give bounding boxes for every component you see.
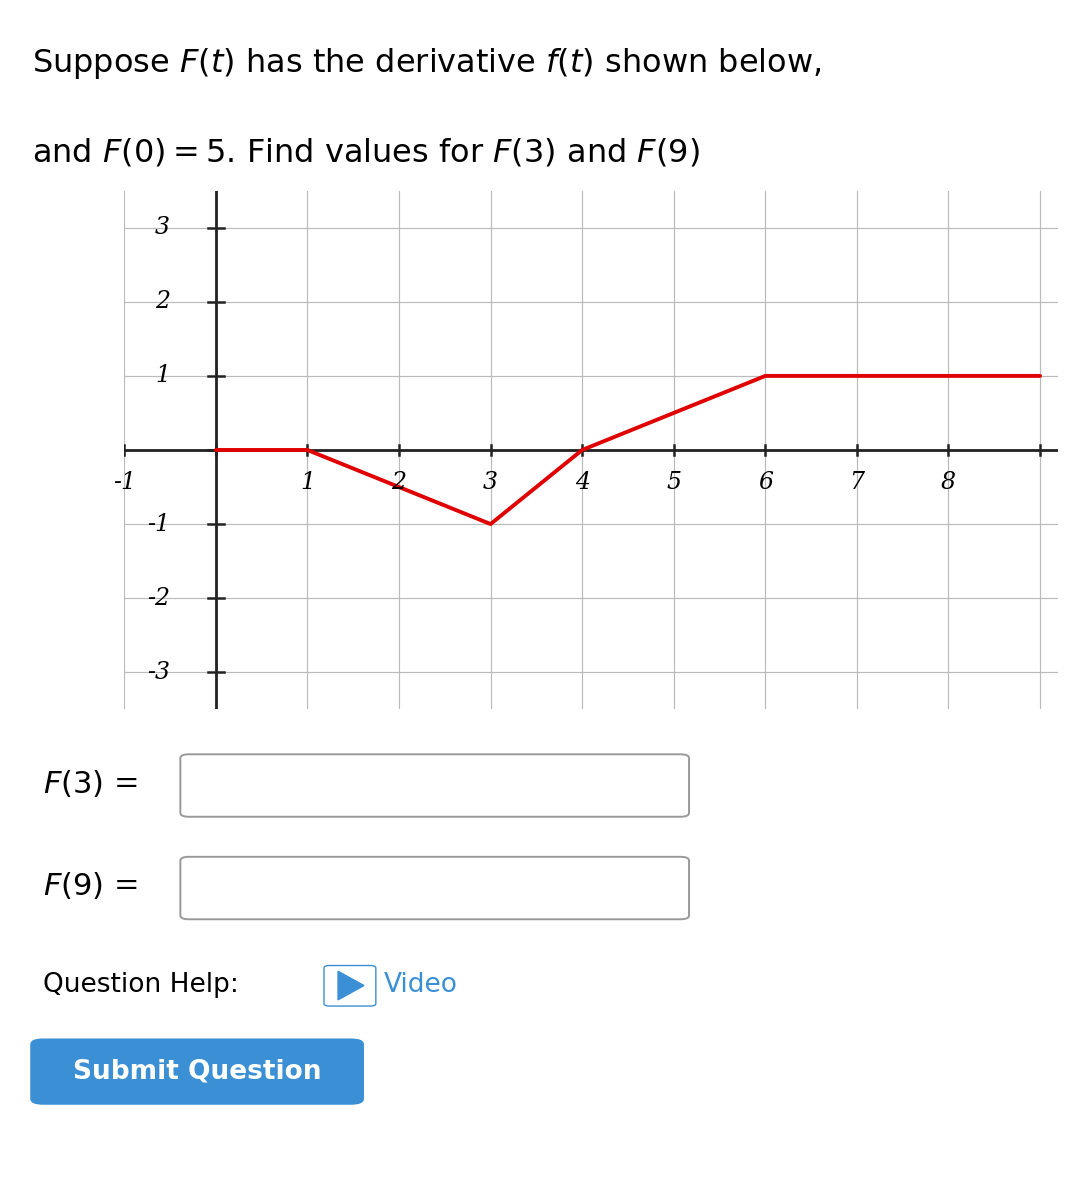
- Text: and $F(0) = 5$. Find values for $F(3)$ and $F(9)$: and $F(0) = 5$. Find values for $F(3)$ a…: [32, 136, 700, 168]
- Text: 1: 1: [156, 365, 170, 387]
- Text: 8: 8: [941, 471, 956, 493]
- FancyBboxPatch shape: [180, 857, 689, 919]
- Text: Question Help:: Question Help:: [43, 971, 239, 998]
- Text: 2: 2: [156, 291, 170, 313]
- Text: -1: -1: [147, 513, 170, 535]
- Text: Video: Video: [383, 971, 458, 998]
- Text: -2: -2: [147, 586, 170, 609]
- Text: -1: -1: [112, 471, 136, 493]
- FancyBboxPatch shape: [180, 755, 689, 817]
- Text: 1: 1: [300, 471, 315, 493]
- Text: 3: 3: [483, 471, 498, 493]
- Text: 4: 4: [575, 471, 590, 493]
- Text: $F(9)$ =: $F(9)$ =: [43, 871, 138, 902]
- Text: Suppose $F(t)$ has the derivative $f(t)$ shown below,: Suppose $F(t)$ has the derivative $f(t)$…: [32, 46, 822, 81]
- Text: 3: 3: [156, 216, 170, 240]
- Polygon shape: [338, 971, 364, 1000]
- Text: 7: 7: [849, 471, 864, 493]
- FancyBboxPatch shape: [30, 1038, 364, 1105]
- Text: $F(3)$ =: $F(3)$ =: [43, 769, 138, 800]
- Text: -3: -3: [147, 660, 170, 684]
- Text: 6: 6: [758, 471, 773, 493]
- FancyBboxPatch shape: [324, 966, 376, 1006]
- Text: 5: 5: [666, 471, 681, 493]
- Text: 2: 2: [391, 471, 406, 493]
- Text: Submit Question: Submit Question: [73, 1058, 322, 1085]
